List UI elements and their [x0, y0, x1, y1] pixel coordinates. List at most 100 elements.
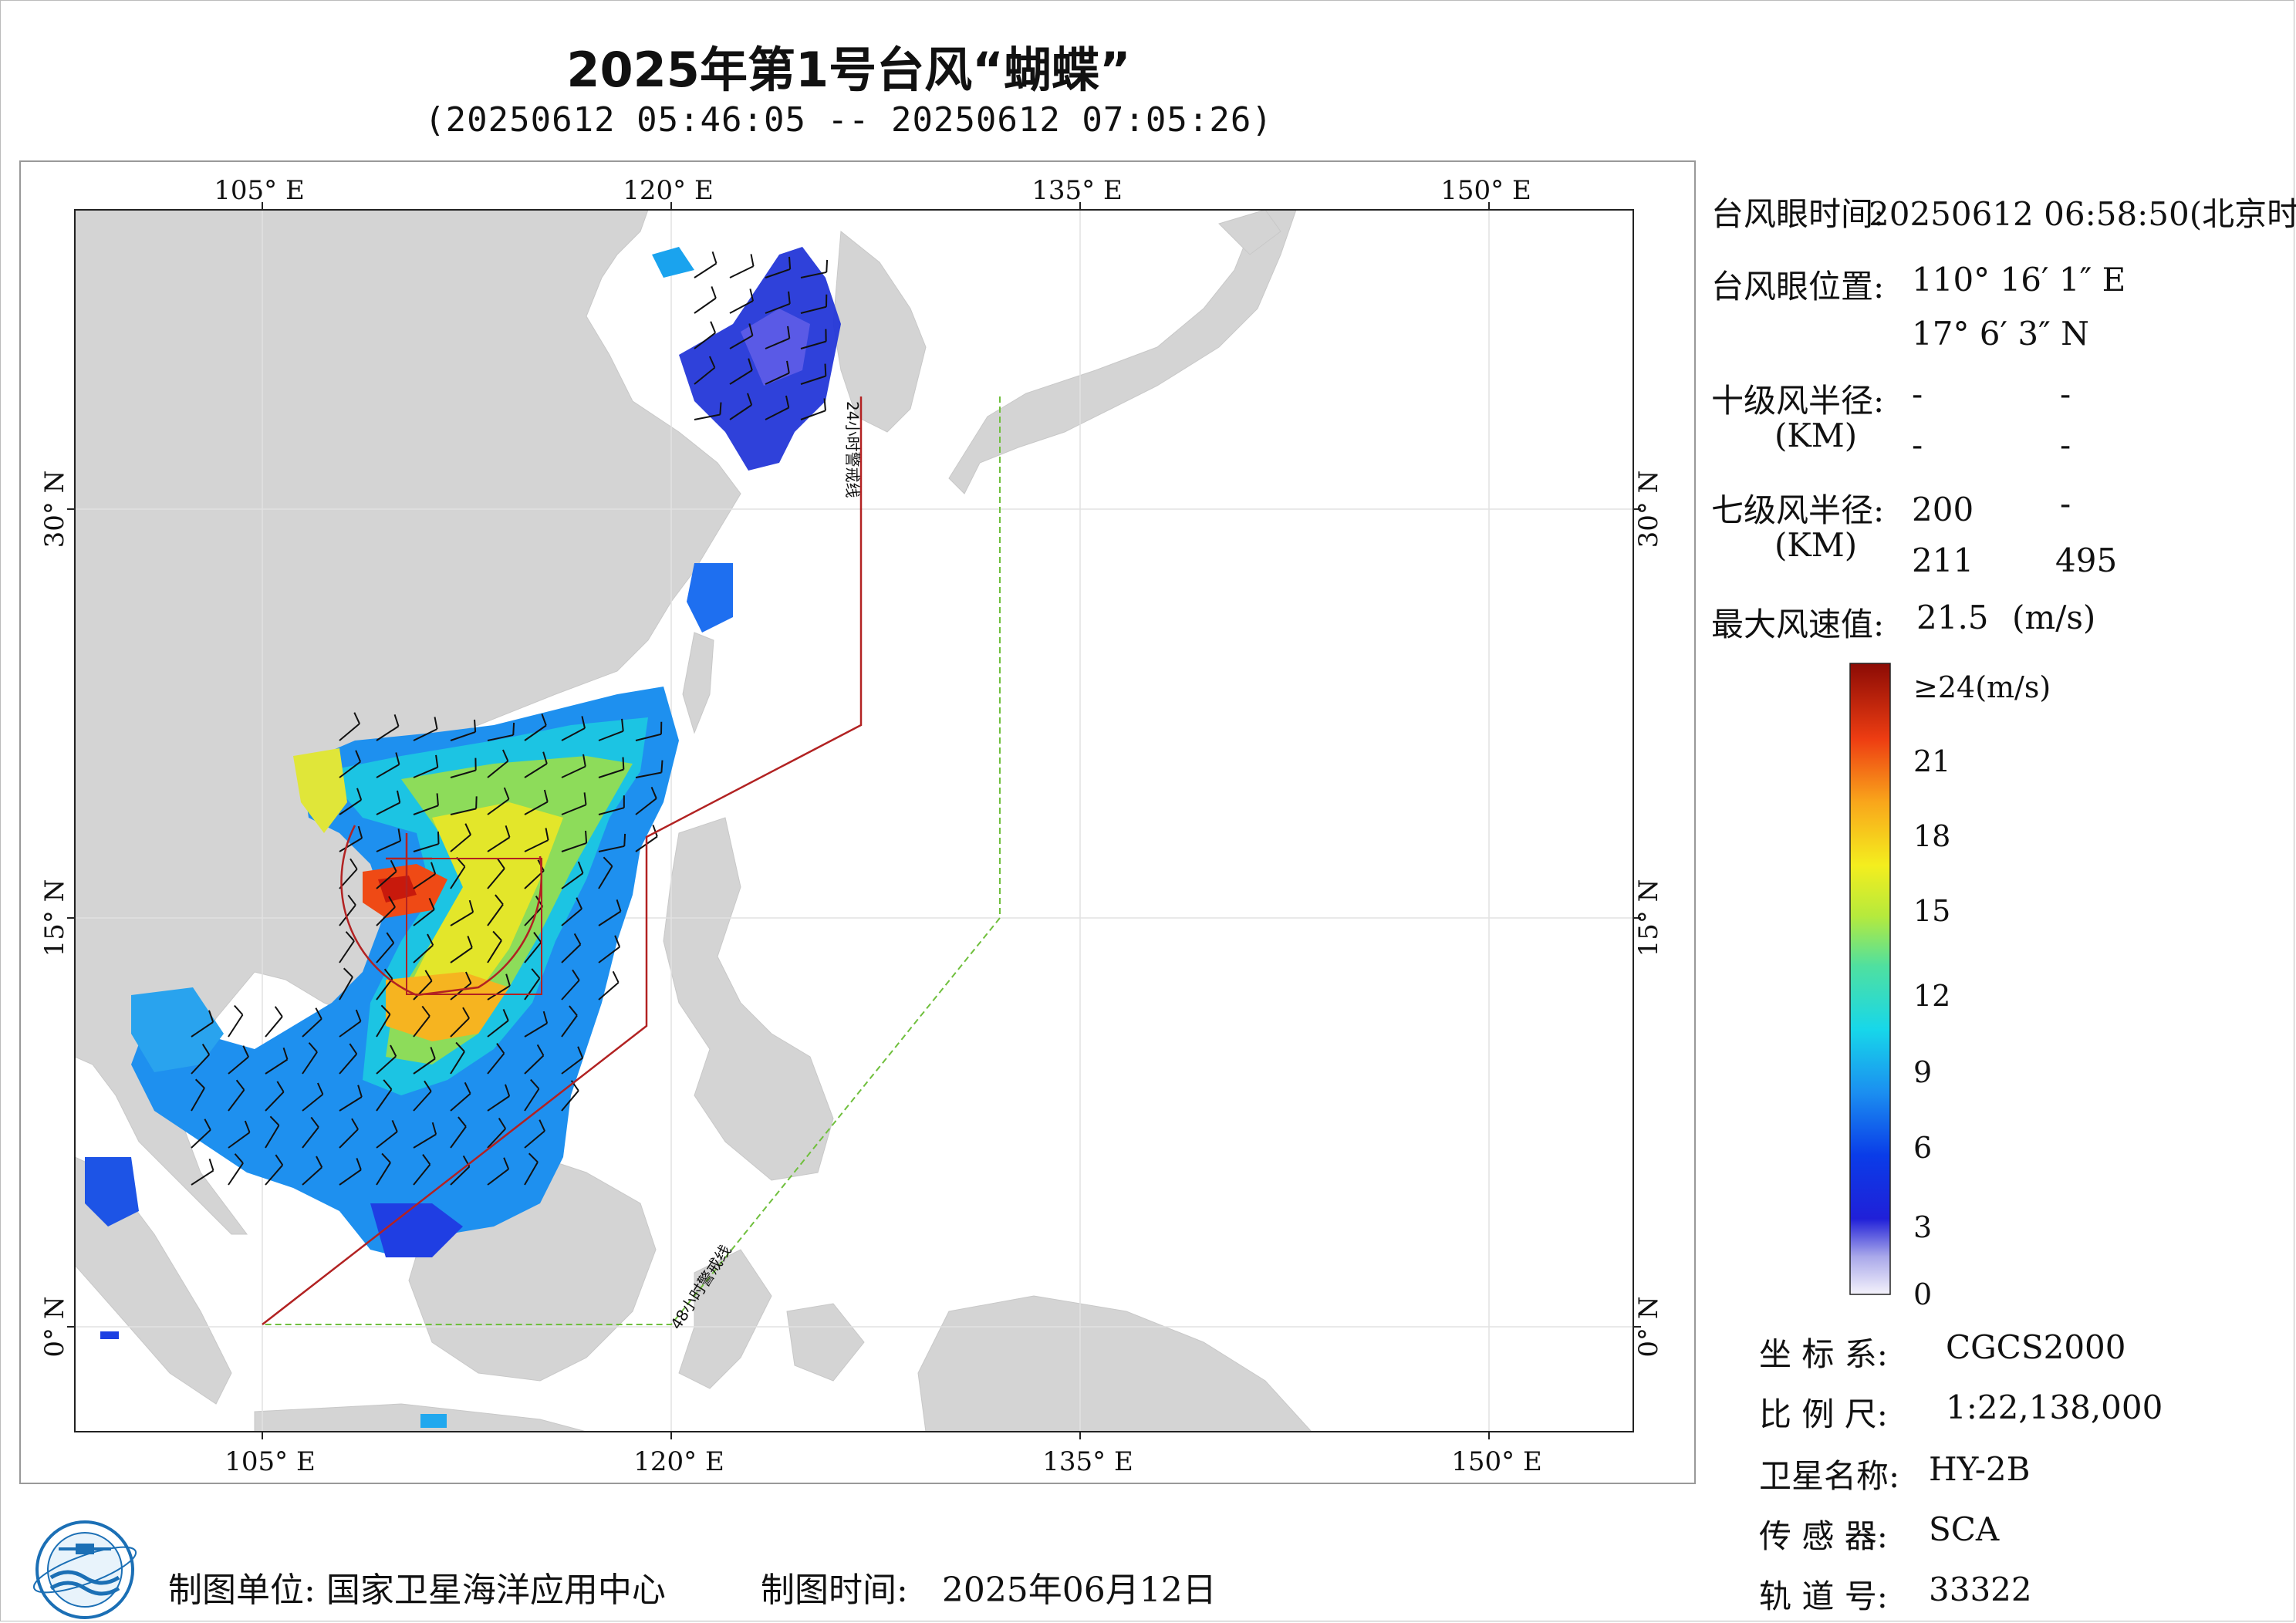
wind-barb [376, 906, 396, 926]
wind-barb [487, 1095, 510, 1112]
wind-barb-feather [531, 968, 541, 979]
warning-line-24h [262, 396, 863, 1325]
wind-barb-feather [603, 856, 613, 867]
wind-barb-feather [502, 749, 509, 762]
wind-barb [413, 1091, 432, 1112]
wind-barb [450, 769, 476, 778]
wind-barbs [191, 251, 829, 1186]
wind-barb [413, 1058, 436, 1075]
wind-barb [450, 982, 472, 1000]
r7-ne: 200 [1912, 491, 1974, 528]
wind-barb [487, 798, 510, 815]
wind-barb [413, 873, 436, 889]
wind-barb [561, 1090, 579, 1112]
wind-barb [302, 1126, 319, 1149]
footer-org: 制图单位: 国家卫星海洋应用中心 [168, 1562, 666, 1611]
wind-barb [524, 941, 542, 963]
wind-barb [302, 1093, 324, 1112]
wind-barb [228, 1162, 244, 1186]
wind-barb-feather [475, 796, 478, 809]
wind-barb-feather [383, 968, 393, 980]
wind-barb [302, 1051, 318, 1075]
wind-barb [228, 1089, 245, 1112]
wind-barb [376, 764, 400, 778]
r10-se: - [2060, 375, 2071, 413]
wind-barb [450, 1017, 470, 1038]
wind-barb-feather [464, 1081, 471, 1095]
wind-barb-feather [502, 1008, 509, 1021]
wind-barb [191, 1129, 211, 1149]
wind-barb-feather [430, 1047, 436, 1059]
wind-barb [228, 1056, 249, 1075]
wind-barb [413, 1163, 431, 1186]
graticule [75, 210, 1633, 1432]
wind-barb [450, 1051, 465, 1075]
wind-barb [450, 731, 476, 741]
warning-24h-label: 24小时警戒线 [843, 401, 862, 498]
wind-barb [524, 1088, 540, 1112]
lat-tick-right-30: 30° N [1633, 471, 1664, 548]
wind-barb [487, 1128, 506, 1149]
footer-org-label: 制图单位: [168, 1571, 316, 1610]
wind-barb [524, 763, 548, 778]
wind-barb-feather [660, 760, 663, 773]
map-frame [19, 160, 1696, 1484]
lat-tick-left-30: 30° N [39, 471, 70, 548]
wind-barb-feather [208, 1010, 214, 1023]
wind-barb [413, 980, 433, 1000]
wind-barb-feather [709, 356, 716, 369]
wind-barb-feather [787, 326, 791, 339]
wind-barb-feather [785, 395, 790, 408]
wind-barb-feather [431, 1122, 437, 1135]
wind-barb-feather [235, 1079, 245, 1091]
max-wind-unit: (m/s) [2012, 599, 2096, 636]
wind-barb-feather [464, 823, 471, 835]
wind-barb-feather [710, 321, 717, 333]
eye-lat: 17° 6′ 3″ N [1912, 315, 2089, 353]
wind-barb-feather [317, 1082, 324, 1095]
wind-barb [376, 1162, 391, 1186]
wind-barb [339, 1129, 359, 1149]
wind-barb-feather [788, 291, 791, 304]
wind-barb [561, 980, 580, 1000]
lon-tick-bottom-120: 120° E [633, 1446, 724, 1477]
wind-barb [265, 1125, 280, 1149]
wind-barb [800, 375, 826, 385]
wind-barb-feather [275, 1154, 284, 1166]
r7-se: - [2060, 484, 2071, 522]
wind-barb-feather [528, 1152, 539, 1163]
wind-barb [561, 727, 586, 741]
wind-barb [339, 1053, 358, 1075]
wind-barb-feather [351, 1118, 359, 1130]
wind-barb-feather [530, 1078, 540, 1090]
lat-tick-left-15: 15° N [39, 879, 70, 957]
colorbar-label-12: 12 [1913, 979, 1950, 1013]
map-title: 2025年第1号台风“蝴蝶” [566, 42, 1131, 98]
wind-barb-feather [424, 970, 433, 982]
wind-barb-feather [539, 1119, 545, 1132]
wind-barb-feather [386, 932, 395, 943]
wind-barb-feather [357, 825, 363, 838]
footer-org-value: 国家卫星海洋应用中心 [326, 1571, 666, 1610]
lon-tick-bottom-105: 105° E [225, 1446, 316, 1477]
wind-barb-feather [390, 1044, 397, 1057]
lon-tick-top-150: 150° E [1440, 175, 1531, 206]
wind-barb [191, 1088, 205, 1112]
wind-barb [694, 297, 717, 314]
wind-barb [413, 909, 435, 926]
wind-barb-feather [541, 714, 547, 726]
wind-barb [450, 1166, 471, 1186]
lat-tick-left-0: 0° N [39, 1296, 70, 1357]
wind-barb-feather [434, 717, 438, 730]
wind-barb-feather [826, 259, 829, 272]
wind-barb [800, 271, 827, 278]
wind-barb [265, 1016, 283, 1038]
wind-swath [85, 247, 841, 1428]
wind-barb-feather [428, 897, 435, 910]
r7-unit: (KM) [1774, 526, 1858, 564]
wind-barb-feather [467, 936, 473, 948]
wind-barb [729, 265, 754, 278]
max-wind-label: 最大风速值: [1711, 606, 1885, 643]
wind-barb-feather [542, 751, 548, 764]
